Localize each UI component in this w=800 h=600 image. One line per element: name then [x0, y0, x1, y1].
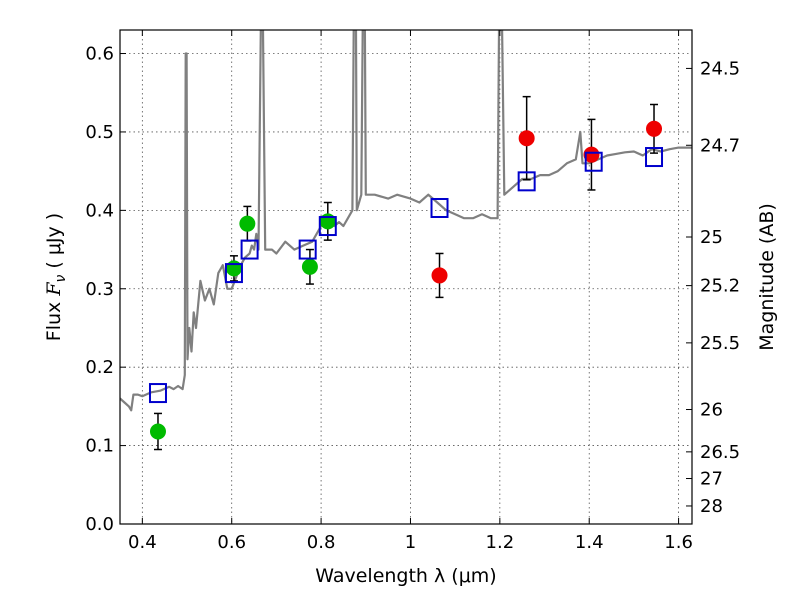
- model-box-marker: [148, 383, 167, 404]
- y-tick-label: 0.0: [85, 514, 114, 535]
- y2-axis-title: Magnitude (AB): [756, 203, 778, 351]
- y-tick-label: 0.1: [85, 436, 114, 457]
- model-box-marker: [517, 171, 536, 192]
- data-point: [583, 146, 600, 163]
- data-point: [646, 120, 663, 137]
- x-tick-label: 1: [405, 532, 416, 553]
- x-tick-label: 1.4: [575, 532, 604, 553]
- y-tick-label: 0.6: [85, 44, 114, 65]
- y2-tick-label: 26.5: [700, 442, 740, 463]
- ticks-layer: 0.4 0.6 0.8 1 1.2 1.4 1.6 0.0 0.1 0.2 0.3 0.4 0.5 0.6…: [85, 30, 740, 553]
- x-tick-label: 1.2: [486, 532, 515, 553]
- y2-tick-label: 24.7: [700, 135, 740, 156]
- data-points-layer: [148, 95, 664, 451]
- model-box-marker: [430, 197, 449, 218]
- x-tick-label: 0.4: [128, 532, 157, 553]
- y-axis-title-subscript: ν: [53, 274, 69, 282]
- plot-frame: [119, 29, 693, 525]
- x-tick-label: 0.6: [217, 532, 246, 553]
- model-box-marker: [584, 151, 603, 172]
- model-box-marker: [318, 216, 337, 237]
- y-tick-label: 0.5: [85, 122, 114, 143]
- model-sed-layer: [120, 30, 692, 412]
- y2-tick-label: 26: [700, 400, 723, 421]
- y2-tick-label: 25: [700, 227, 723, 248]
- data-point: [239, 215, 256, 232]
- y2-tick-label: 28: [700, 496, 723, 517]
- y2-tick-label: 24.5: [700, 58, 740, 79]
- y-tick-label: 0.2: [85, 357, 114, 378]
- x-axis-title: Wavelength λ (μm): [315, 565, 496, 587]
- model-box-marker: [645, 147, 664, 168]
- data-point: [301, 258, 318, 275]
- y2-tick-label: 25.5: [700, 333, 740, 354]
- y-axis-title-suffix: ( μJy ): [43, 213, 65, 275]
- model-sed-line: [120, 30, 692, 412]
- model-box-marker: [240, 239, 259, 260]
- y-axis-title: Flux Fν ( μJy ): [43, 213, 69, 341]
- x-tick-label: 1.6: [664, 532, 693, 553]
- x-tick-label: 0.8: [307, 532, 336, 553]
- model-box-marker: [298, 239, 317, 260]
- y-axis-title-symbol: F: [43, 282, 65, 297]
- data-point: [518, 130, 535, 147]
- y-axis-title-prefix: Flux: [43, 296, 65, 342]
- data-point: [431, 267, 448, 284]
- model-box-marker: [224, 263, 243, 284]
- y2-tick-label: 25.2: [700, 276, 740, 297]
- y-tick-label: 0.4: [85, 200, 114, 221]
- y2-tick-label: 27: [700, 469, 723, 490]
- data-point: [149, 423, 166, 440]
- y-tick-label: 0.3: [85, 279, 114, 300]
